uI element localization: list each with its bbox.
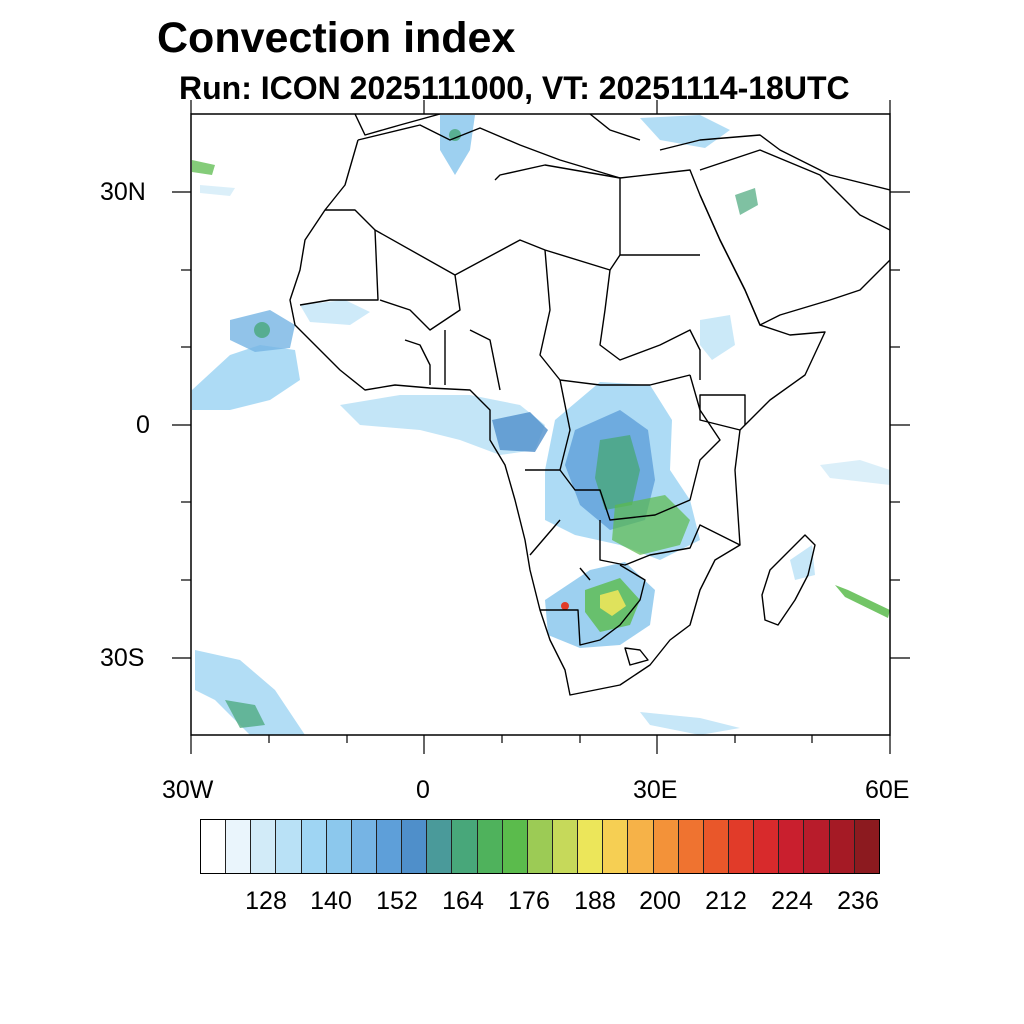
colorbar-cell xyxy=(678,820,704,873)
lat-label-30n: 30N xyxy=(100,178,146,206)
convection-area-south-atlantic xyxy=(195,650,305,735)
colorbar-label: 176 xyxy=(508,887,550,915)
colorbar-cell xyxy=(502,820,528,873)
colorbar xyxy=(200,819,880,874)
lon-label-30w: 30W xyxy=(162,776,214,804)
lon-label-0: 0 xyxy=(416,776,430,804)
axis-ticks xyxy=(172,100,910,754)
border-line-11 xyxy=(404,329,501,391)
convection-hotspot xyxy=(561,602,569,610)
convection-area-indian-ocean xyxy=(820,460,890,485)
convection-area-atlantic-nw xyxy=(200,185,235,196)
colorbar-cell xyxy=(201,820,227,873)
convection-area-south-ocean xyxy=(640,712,740,735)
chart-title: Convection index xyxy=(157,14,516,62)
coastlines-borders xyxy=(289,114,890,696)
colorbar-cell xyxy=(427,820,453,873)
arabia-coastline xyxy=(699,149,890,326)
colorbar-label: 212 xyxy=(705,887,747,915)
colorbar-cell xyxy=(628,820,654,873)
colorbar-cell xyxy=(527,820,553,873)
colorbar-cell xyxy=(578,820,604,873)
border-line-3 xyxy=(379,274,461,331)
colorbar-cell xyxy=(251,820,277,873)
colorbar-cell xyxy=(603,820,629,873)
colorbar-cell xyxy=(226,820,252,873)
border-line-4 xyxy=(539,249,691,386)
colorbar-cell xyxy=(376,820,403,873)
border-line-7 xyxy=(559,374,721,521)
colorbar-cell xyxy=(351,820,377,873)
border-line-6 xyxy=(494,164,621,255)
colorbar-cell xyxy=(326,820,352,873)
convection-area-south-hot xyxy=(600,590,626,616)
colorbar-cell xyxy=(276,820,302,873)
colorbar-cell xyxy=(829,820,855,873)
colorbar-cell xyxy=(779,820,805,873)
colorbar-label: 224 xyxy=(771,887,813,915)
convection-area-atlantic-west xyxy=(192,345,300,410)
convection-area-canaries xyxy=(192,160,215,175)
colorbar-cell xyxy=(477,820,503,873)
colorbar-label: 164 xyxy=(442,887,484,915)
convection-area-gabon xyxy=(492,412,548,452)
lon-label-30e: 30E xyxy=(633,776,678,804)
colorbar-cell xyxy=(452,820,478,873)
colorbar-label: 236 xyxy=(837,887,879,915)
border-line-12 xyxy=(699,394,746,431)
convection-area-mediterranean xyxy=(440,115,475,175)
convection-area-madagascar-strip xyxy=(835,585,890,618)
border-line-5 xyxy=(599,269,701,380)
lat-label-0: 0 xyxy=(136,411,150,439)
chart-subtitle: Run: ICON 2025111000, VT: 20251114-18UTC xyxy=(179,70,850,106)
border-line-8 xyxy=(525,469,741,566)
colorbar-label: 152 xyxy=(376,887,418,915)
convection-area-mali xyxy=(300,300,370,325)
europe-coastline xyxy=(354,114,890,191)
convection-area-guinea-band xyxy=(340,395,545,455)
colorbar-cell xyxy=(552,820,579,873)
colorbar-label: 188 xyxy=(574,887,616,915)
madagascar-coastline xyxy=(761,534,816,626)
colorbar-cell xyxy=(728,820,755,873)
colorbar-cell xyxy=(854,820,879,873)
border-line-9 xyxy=(540,564,646,646)
lon-label-60e: 60E xyxy=(865,776,910,804)
border-line-10 xyxy=(579,567,649,666)
lat-label-30s: 30S xyxy=(100,644,145,672)
border-line-2 xyxy=(299,229,379,306)
convection-area-congo-green xyxy=(595,435,640,510)
colorbar-label: 128 xyxy=(245,887,287,915)
colorbar-cell xyxy=(754,820,780,873)
convection-area-zambia xyxy=(612,495,690,555)
border-line-1 xyxy=(325,209,700,276)
colorbar-cell xyxy=(301,820,327,873)
colorbar-label: 140 xyxy=(310,887,352,915)
convection-area-ethiopia xyxy=(700,315,735,360)
colorbar-cell xyxy=(703,820,729,873)
colorbar-cell xyxy=(804,820,830,873)
convection-spot-mediterranean xyxy=(449,129,461,141)
convection-field xyxy=(192,115,890,735)
colorbar-cell xyxy=(402,820,428,873)
convection-spot-senegal xyxy=(254,322,270,338)
convection-area-south-atlantic-core xyxy=(225,700,265,728)
colorbar-cell xyxy=(653,820,679,873)
convection-area-arabia xyxy=(735,188,758,215)
colorbar-label: 200 xyxy=(639,887,681,915)
